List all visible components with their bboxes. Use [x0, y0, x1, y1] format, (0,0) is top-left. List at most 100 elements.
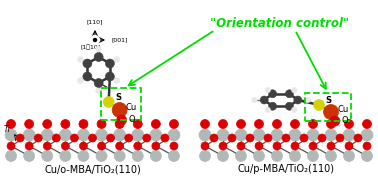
Circle shape: [324, 105, 339, 120]
Circle shape: [327, 120, 336, 129]
Circle shape: [77, 78, 84, 84]
Text: Ti: Ti: [4, 125, 11, 134]
Circle shape: [361, 129, 373, 141]
Circle shape: [79, 142, 87, 150]
Circle shape: [228, 134, 236, 142]
Circle shape: [77, 129, 90, 141]
Text: O: O: [129, 115, 135, 124]
Circle shape: [285, 102, 293, 110]
Circle shape: [307, 129, 319, 141]
Circle shape: [273, 142, 281, 150]
Circle shape: [219, 142, 227, 150]
Circle shape: [354, 134, 362, 142]
Circle shape: [291, 120, 299, 129]
Circle shape: [133, 120, 142, 129]
Circle shape: [271, 150, 282, 161]
Circle shape: [343, 129, 355, 141]
Circle shape: [105, 72, 115, 81]
Circle shape: [94, 78, 103, 87]
Circle shape: [24, 150, 35, 161]
Circle shape: [252, 97, 257, 103]
Circle shape: [132, 129, 144, 141]
Circle shape: [200, 120, 209, 129]
Text: "Orientation control": "Orientation control": [210, 17, 349, 30]
Circle shape: [361, 150, 372, 161]
Circle shape: [325, 129, 337, 141]
Circle shape: [255, 142, 263, 150]
Circle shape: [90, 35, 99, 44]
Bar: [101, 88, 141, 120]
Circle shape: [152, 142, 160, 150]
Circle shape: [264, 134, 272, 142]
Circle shape: [23, 129, 35, 141]
Text: [110]: [110]: [87, 19, 103, 24]
Circle shape: [199, 129, 211, 141]
Circle shape: [16, 134, 24, 142]
Circle shape: [217, 129, 229, 141]
Circle shape: [291, 107, 297, 113]
Circle shape: [290, 150, 301, 161]
Circle shape: [363, 142, 371, 150]
Circle shape: [150, 150, 161, 161]
Circle shape: [43, 142, 51, 150]
Circle shape: [114, 129, 125, 141]
Circle shape: [291, 87, 297, 93]
Text: Cu/o-MBA/TiO₂(110): Cu/o-MBA/TiO₂(110): [44, 164, 141, 174]
Text: Cu/p-MBA/TiO₂(110): Cu/p-MBA/TiO₂(110): [237, 164, 335, 174]
Circle shape: [25, 142, 33, 150]
Circle shape: [237, 142, 245, 150]
Circle shape: [170, 142, 178, 150]
Circle shape: [88, 134, 96, 142]
Circle shape: [5, 129, 17, 141]
Circle shape: [93, 39, 96, 42]
Circle shape: [96, 88, 102, 94]
Circle shape: [150, 129, 162, 141]
Circle shape: [308, 120, 318, 129]
Circle shape: [6, 120, 15, 129]
Circle shape: [161, 134, 169, 142]
Circle shape: [103, 96, 114, 107]
Circle shape: [254, 120, 263, 129]
Circle shape: [318, 134, 326, 142]
Circle shape: [200, 150, 211, 161]
Circle shape: [305, 97, 310, 103]
Circle shape: [52, 134, 60, 142]
Circle shape: [169, 150, 180, 161]
Circle shape: [309, 142, 317, 150]
Circle shape: [285, 90, 293, 98]
Circle shape: [363, 120, 372, 129]
Circle shape: [282, 134, 290, 142]
Circle shape: [260, 96, 268, 104]
Circle shape: [6, 150, 17, 161]
Circle shape: [235, 129, 247, 141]
Circle shape: [79, 120, 88, 129]
Circle shape: [97, 120, 106, 129]
Circle shape: [300, 134, 308, 142]
Circle shape: [98, 142, 105, 150]
Circle shape: [77, 57, 84, 62]
Text: [1͕10]: [1͕10]: [81, 44, 101, 50]
Circle shape: [70, 134, 78, 142]
Circle shape: [269, 90, 277, 98]
Circle shape: [83, 72, 92, 81]
Circle shape: [201, 142, 209, 150]
Circle shape: [273, 120, 282, 129]
Circle shape: [246, 134, 254, 142]
Circle shape: [96, 129, 108, 141]
Text: O: O: [341, 116, 348, 125]
Circle shape: [271, 129, 283, 141]
Circle shape: [117, 115, 127, 125]
Circle shape: [115, 120, 124, 129]
Circle shape: [34, 134, 42, 142]
Circle shape: [289, 129, 301, 141]
Circle shape: [218, 120, 228, 129]
Text: Cu: Cu: [125, 103, 137, 112]
Circle shape: [294, 96, 302, 104]
Circle shape: [114, 57, 120, 62]
Circle shape: [330, 116, 340, 126]
Circle shape: [25, 120, 34, 129]
Circle shape: [235, 150, 246, 161]
Circle shape: [60, 150, 71, 161]
Circle shape: [96, 150, 107, 161]
Circle shape: [112, 102, 127, 118]
